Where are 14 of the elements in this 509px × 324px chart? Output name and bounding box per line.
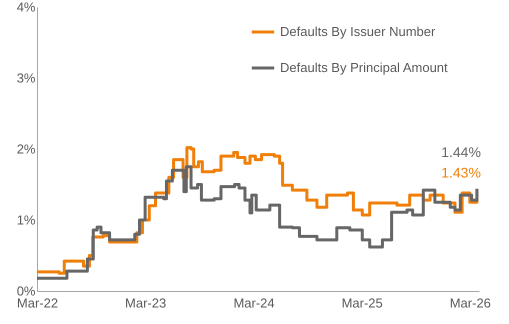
legend-label: Defaults By Issuer Number	[280, 24, 436, 39]
annotation: 1.43%	[441, 164, 481, 180]
x-tick-label: Mar-25	[342, 296, 383, 310]
x-tick-label: Mar-24	[233, 296, 275, 310]
x-tick-label: Mar-22	[16, 296, 58, 310]
y-tick-label: 1%	[16, 212, 36, 228]
legend-label: Defaults By Principal Amount	[280, 60, 448, 75]
x-tick-label: Mar-23	[125, 296, 166, 310]
y-tick-label: 0%	[16, 284, 36, 298]
annotation: 1.44%	[441, 144, 481, 160]
y-tick-label: 2%	[16, 142, 36, 156]
y-tick-label: 3%	[16, 70, 36, 86]
x-tick-label: Mar-26	[450, 296, 491, 310]
y-tick-label: 4%	[16, 0, 36, 14]
